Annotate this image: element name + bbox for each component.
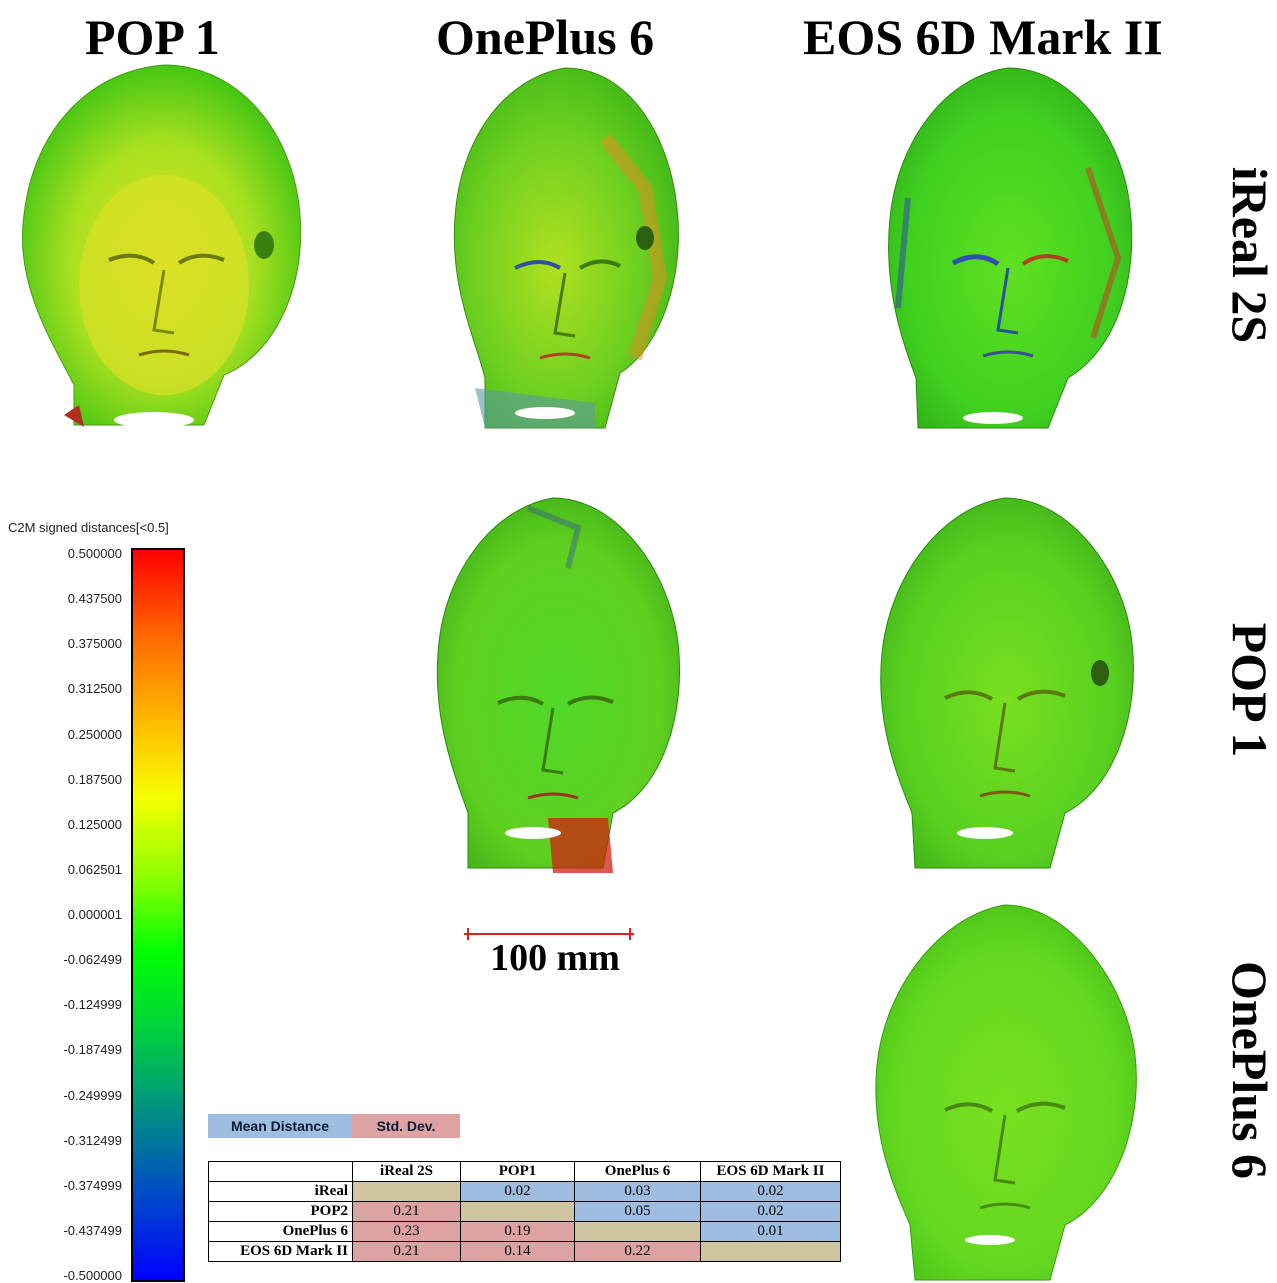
table-cell: 0.19: [460, 1221, 575, 1242]
table-cell: 0.21: [352, 1201, 461, 1222]
row-header: OnePlus 6: [208, 1221, 353, 1242]
table-row: POP2 0.21 0.05 0.02: [208, 1201, 841, 1222]
colorbar-tick-label: -0.374999: [63, 1178, 122, 1193]
table-cell: 0.02: [700, 1181, 841, 1202]
table-cell: 0.03: [574, 1181, 701, 1202]
colorbar-tick-label: -0.312499: [63, 1133, 122, 1148]
column-title-oneplus6: OnePlus 6: [436, 9, 655, 65]
colorbar-tick-label: -0.249999: [63, 1088, 122, 1103]
column-title-eos6d: EOS 6D Mark II: [803, 9, 1163, 65]
colorbar-title: C2M signed distances[<0.5]: [8, 520, 169, 535]
head-render-pop1-vs-eos6d: [870, 488, 1145, 878]
scale-bar: [462, 926, 638, 947]
table-cell: 0.23: [352, 1221, 461, 1242]
head-render-ireal-vs-pop1: [14, 55, 314, 435]
column-title-pop1: POP 1: [85, 9, 220, 65]
table-cell: 0.02: [700, 1201, 841, 1222]
table-header-cell: iReal 2S: [352, 1161, 461, 1182]
head-render-ireal-vs-eos6d: [878, 58, 1143, 438]
colorbar-tick-label: 0.062501: [67, 862, 122, 877]
colorbar-tick-label: 0.125000: [67, 817, 122, 832]
table-header-cell: OnePlus 6: [574, 1161, 701, 1182]
colorbar-tick-label: -0.124999: [63, 997, 122, 1012]
colorbar-tick-label: -0.500000: [63, 1268, 122, 1283]
colorbar-tick-label: 0.000001: [67, 907, 122, 922]
table-cell: 0.21: [352, 1241, 461, 1262]
colorbar-tick-label: 0.187500: [67, 772, 122, 787]
row-header: POP2: [208, 1201, 353, 1222]
statistics-table: iReal 2S POP1 OnePlus 6 EOS 6D Mark II i…: [208, 1161, 841, 1262]
head-render-oneplus6-vs-eos6d: [865, 900, 1150, 1283]
table-cell: 0.02: [460, 1181, 575, 1202]
table-header-row: iReal 2S POP1 OnePlus 6 EOS 6D Mark II: [208, 1161, 841, 1182]
colorbar-tick-label: -0.062499: [63, 952, 122, 967]
colorbar-tick-label: 0.375000: [67, 636, 122, 651]
table-header-cell: [208, 1161, 353, 1182]
table-cell: [352, 1181, 461, 1202]
legend-std-dev: Std. Dev.: [352, 1114, 460, 1138]
table-header-cell: POP1: [460, 1161, 575, 1182]
colorbar-tick-label: 0.312500: [67, 681, 122, 696]
row-header: iReal: [208, 1181, 353, 1202]
table-cell: 0.05: [574, 1201, 701, 1222]
colorbar: [131, 548, 185, 1282]
colorbar-tick-label: 0.250000: [67, 727, 122, 742]
table-cell: [700, 1241, 841, 1262]
table-cell: 0.01: [700, 1221, 841, 1242]
legend-mean-distance: Mean Distance: [208, 1114, 352, 1138]
table-row: iReal 0.02 0.03 0.02: [208, 1181, 841, 1202]
row-title-oneplus6: OnePlus 6: [1222, 960, 1277, 1180]
row-header: EOS 6D Mark II: [208, 1241, 353, 1262]
table-row: OnePlus 6 0.23 0.19 0.01: [208, 1221, 841, 1242]
colorbar-tick-label: 0.437500: [67, 591, 122, 606]
row-title-pop1: POP 1: [1222, 622, 1277, 758]
scale-label: 100 mm: [490, 937, 620, 979]
row-title-ireal2s: iReal 2S: [1222, 166, 1277, 344]
colorbar-tick-label: -0.187499: [63, 1042, 122, 1057]
table-cell: [460, 1201, 575, 1222]
head-render-pop1-vs-oneplus6: [428, 488, 688, 878]
head-render-ireal-vs-oneplus6: [445, 58, 690, 438]
table-cell: 0.22: [574, 1241, 701, 1262]
colorbar-tick-label: 0.500000: [67, 546, 122, 561]
table-header-cell: EOS 6D Mark II: [700, 1161, 841, 1182]
table-cell: [574, 1221, 701, 1242]
table-row: EOS 6D Mark II 0.21 0.14 0.22: [208, 1241, 841, 1262]
colorbar-tick-label: -0.437499: [63, 1223, 122, 1238]
table-cell: 0.14: [460, 1241, 575, 1262]
